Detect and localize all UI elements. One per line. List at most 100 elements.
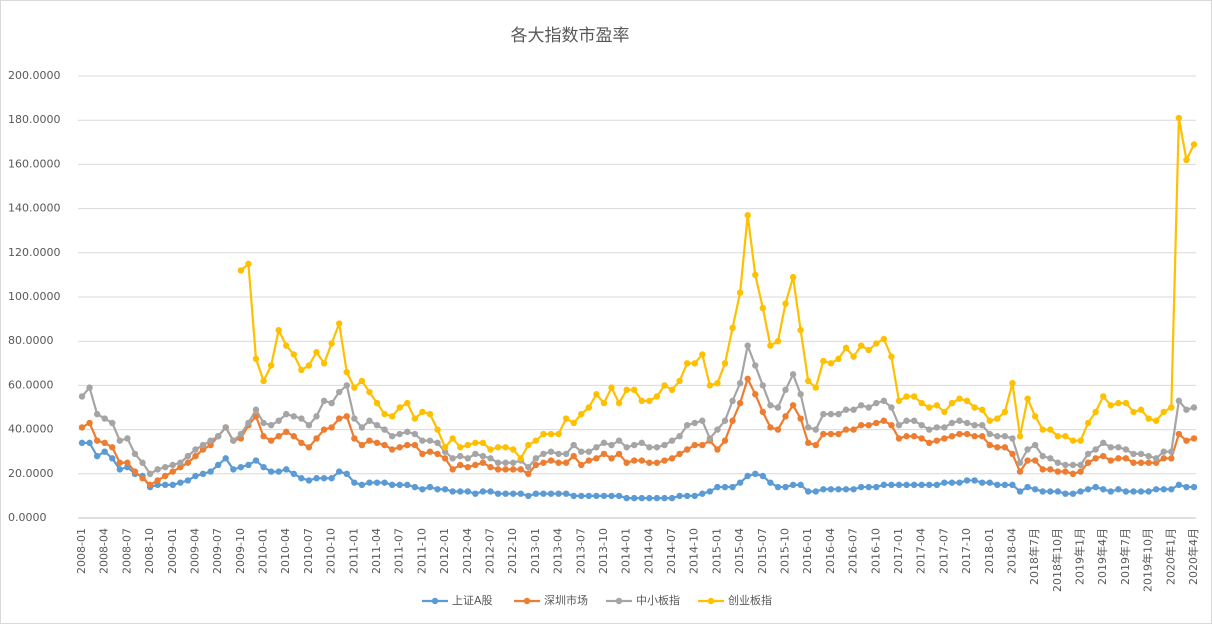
x-tick-label: 2010-04 [279, 528, 292, 574]
data-point [994, 481, 1001, 489]
data-point [653, 494, 661, 502]
data-point [812, 384, 819, 391]
data-point [744, 472, 751, 480]
data-point [956, 417, 963, 424]
data-point [910, 393, 918, 400]
data-point [1062, 461, 1069, 469]
data-point [373, 421, 381, 429]
x-tick-label: 2014-01 [620, 528, 633, 574]
data-point [767, 342, 774, 349]
data-point [1054, 488, 1062, 495]
data-point [290, 351, 298, 358]
data-point [283, 428, 290, 436]
data-point [850, 406, 857, 413]
data-point [978, 433, 986, 440]
data-point [457, 461, 464, 469]
x-tick-label: 2009-07 [211, 528, 224, 574]
data-point [1168, 486, 1175, 493]
data-point [328, 424, 335, 431]
data-point [842, 344, 850, 352]
data-point [971, 477, 978, 484]
legend-marker [707, 597, 715, 605]
data-point [895, 481, 903, 489]
data-point [162, 463, 169, 471]
data-point [517, 455, 524, 462]
data-point [434, 450, 441, 458]
data-point [1062, 490, 1069, 497]
x-tick-label: 2012-04 [461, 528, 474, 574]
x-tick-label: 2017-01 [892, 528, 905, 574]
data-point [78, 393, 86, 400]
data-point [283, 410, 290, 418]
data-point [948, 399, 956, 407]
x-tick-label: 2017-04 [915, 528, 928, 574]
data-point [646, 459, 653, 466]
data-point [252, 457, 260, 464]
data-point [192, 446, 199, 453]
data-point [1137, 488, 1145, 495]
data-point [146, 481, 154, 489]
data-point [1039, 426, 1046, 433]
legend-label: 深圳市场 [544, 593, 588, 607]
data-point [805, 488, 812, 495]
data-point [441, 448, 449, 455]
data-point [237, 430, 245, 438]
data-point [1016, 488, 1024, 495]
data-point [797, 391, 804, 398]
data-point [1084, 419, 1092, 427]
data-point [835, 410, 842, 418]
data-point [464, 455, 471, 462]
y-tick-label: 100.0000 [8, 290, 61, 303]
data-point [752, 362, 759, 369]
data-point [1001, 444, 1009, 451]
data-point [411, 415, 419, 422]
x-tick-label: 2012-01 [438, 528, 451, 574]
legend-item: 深圳市场 [514, 593, 588, 607]
data-point [880, 481, 888, 489]
data-point [426, 410, 434, 418]
data-point [184, 459, 192, 466]
data-point [1039, 488, 1046, 495]
data-point [540, 430, 547, 438]
data-point [729, 483, 736, 491]
data-point [351, 415, 358, 422]
data-point [661, 494, 668, 502]
data-point [933, 402, 941, 409]
data-point [721, 417, 729, 424]
data-point [926, 426, 933, 433]
data-point [1145, 459, 1152, 466]
data-point [252, 406, 260, 413]
data-point [615, 399, 623, 407]
data-point [706, 435, 714, 442]
data-point [1069, 461, 1077, 469]
data-point [926, 481, 933, 489]
data-point [313, 349, 320, 356]
data-point [1009, 379, 1016, 387]
data-point [154, 466, 161, 473]
data-point [343, 382, 350, 389]
data-point [366, 437, 373, 444]
data-point [502, 490, 509, 497]
data-point [903, 417, 910, 424]
data-point [986, 479, 993, 486]
data-point [373, 399, 381, 407]
data-point [434, 439, 441, 447]
data-point [1107, 488, 1114, 495]
data-point [1062, 468, 1069, 475]
data-point [721, 483, 729, 491]
data-point [691, 419, 698, 427]
data-point [555, 430, 562, 438]
data-point [638, 457, 645, 464]
data-point [631, 494, 638, 502]
data-point [873, 340, 880, 347]
x-tick-label: 2014-07 [665, 528, 678, 574]
data-point [192, 472, 199, 480]
data-point [631, 457, 638, 464]
data-point [1130, 459, 1137, 466]
x-tick-label: 2015-01 [710, 528, 723, 574]
data-point [101, 448, 108, 455]
data-point [404, 481, 411, 489]
data-point [154, 477, 161, 484]
legend-label: 创业板指 [728, 593, 772, 607]
legend-item: 中小板指 [606, 593, 680, 607]
